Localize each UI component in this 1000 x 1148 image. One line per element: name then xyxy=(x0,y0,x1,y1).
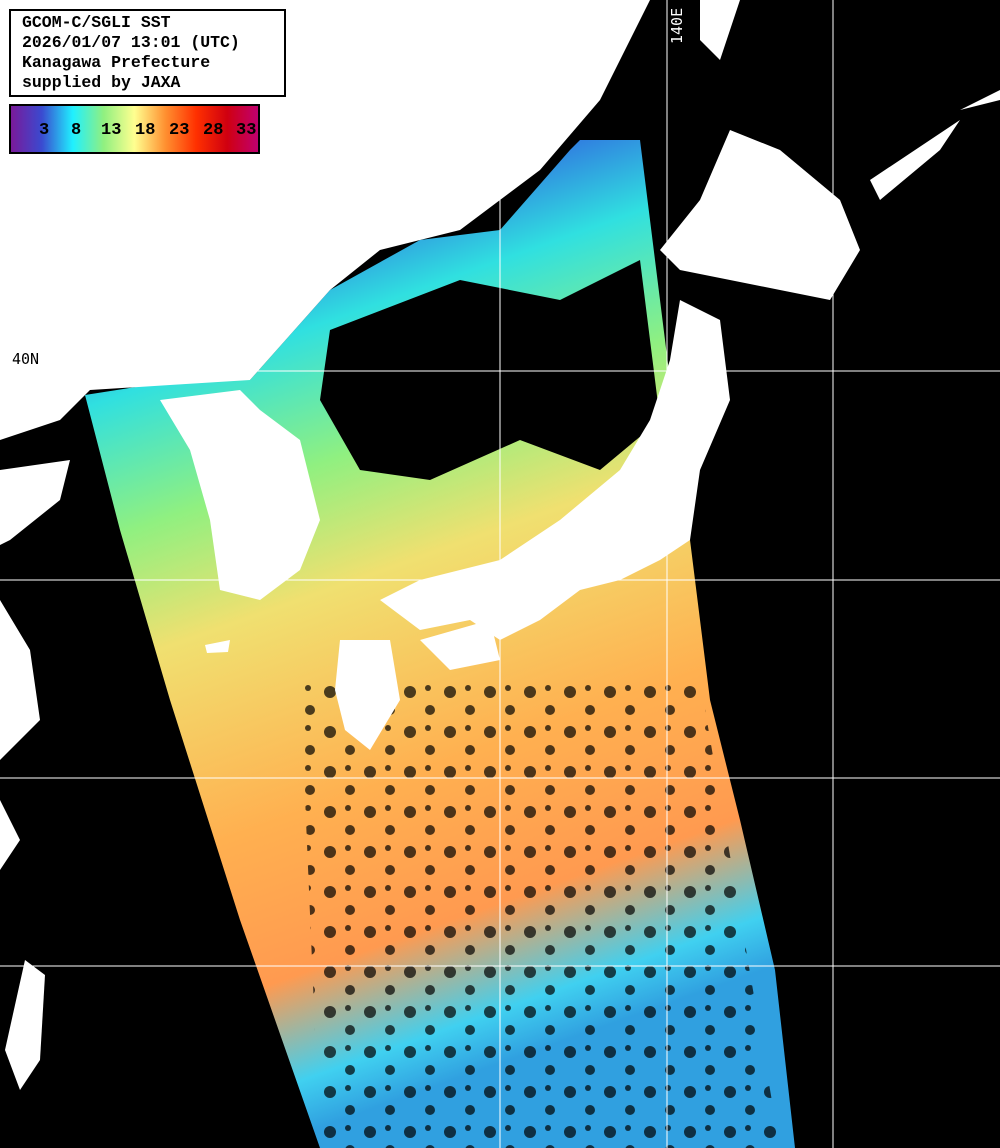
scale-tick: 3 xyxy=(39,121,50,140)
honshu xyxy=(380,300,730,640)
shikoku xyxy=(420,620,500,670)
china-coast xyxy=(0,460,70,870)
cloud-band xyxy=(320,260,660,480)
observation-time: 2026/01/07 13:01 (UTC) xyxy=(22,33,240,52)
korean-peninsula xyxy=(160,390,320,600)
kyushu xyxy=(335,640,400,750)
scale-tick: 28 xyxy=(203,121,224,140)
scale-tick: 23 xyxy=(169,121,190,140)
lat-label-40n: 40N xyxy=(12,350,40,368)
lon-label-140e: 140E xyxy=(668,7,686,44)
jeju xyxy=(205,640,230,653)
info-box: GCOM-C/SGLI SST 2026/01/07 13:01 (UTC) K… xyxy=(9,9,286,97)
region-name: Kanagawa Prefecture xyxy=(22,53,211,72)
scale-tick: 13 xyxy=(101,121,122,140)
scale-tick: 8 xyxy=(71,121,82,140)
product-title: GCOM-C/SGLI SST xyxy=(22,13,171,32)
hokkaido xyxy=(660,130,860,300)
sakhalin-kurils xyxy=(700,0,1000,200)
scale-tick: 18 xyxy=(135,121,156,140)
data-credit: supplied by JAXA xyxy=(22,73,181,92)
oki-islands xyxy=(400,125,425,165)
scale-tick: 33 xyxy=(236,121,257,140)
taiwan xyxy=(5,960,45,1090)
color-scale-bar: 3 8 13 18 23 28 33 xyxy=(9,104,260,154)
